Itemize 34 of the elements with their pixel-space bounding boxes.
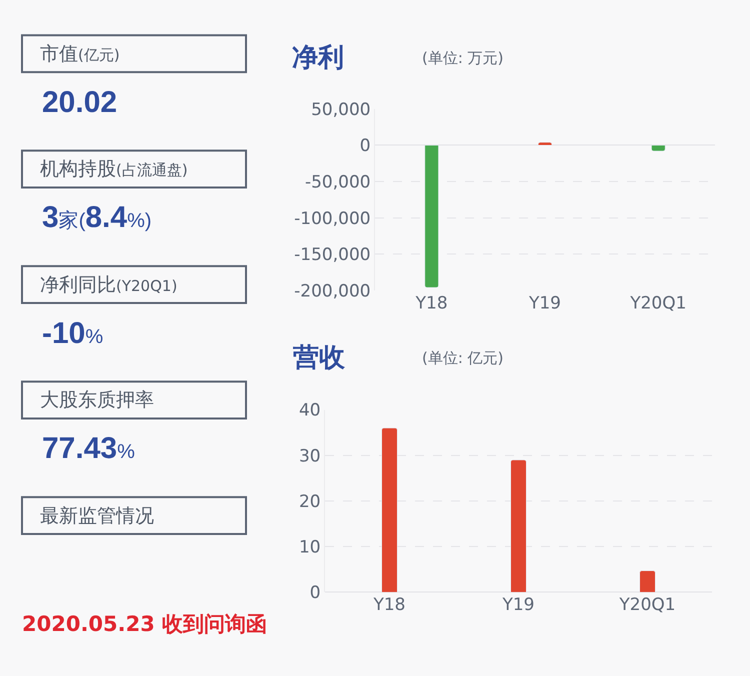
- text: 2020.05.23 收到问询函: [22, 612, 268, 636]
- y-tick-label: 30: [298, 446, 321, 466]
- text: 净利同比(Y20Q1): [40, 274, 178, 296]
- chart-subtitle: (单位: 万元): [422, 49, 504, 67]
- bar: [382, 428, 398, 592]
- text: 20.02: [42, 86, 118, 119]
- y-tick-label: 20: [298, 492, 321, 512]
- y-tick-label: -200,000: [294, 281, 371, 302]
- y-tick-label: 10: [298, 538, 321, 558]
- y-tick-label: 40: [298, 400, 321, 421]
- y-tick-label: -50,000: [304, 172, 371, 192]
- y-tick-label: -150,000: [294, 245, 371, 266]
- y-tick-label: -100,000: [294, 208, 371, 229]
- x-tick-label: Y20Q1: [618, 595, 676, 616]
- x-tick-label: Y19: [501, 595, 535, 616]
- y-tick-label: 0: [310, 583, 321, 604]
- chart-title: 净利: [292, 43, 344, 73]
- chart-subtitle: (单位: 亿元): [422, 349, 504, 367]
- x-tick-label: Y19: [528, 293, 562, 314]
- text: 机构持股(占流通盘): [40, 158, 188, 180]
- text: 大股东质押率: [40, 389, 154, 411]
- x-tick-label: Y18: [414, 293, 448, 314]
- text: -10%: [42, 317, 104, 350]
- y-tick-label: 50,000: [311, 100, 371, 120]
- bar: [510, 460, 526, 592]
- text: 77.43%: [42, 432, 136, 465]
- x-tick-label: Y18: [372, 595, 406, 616]
- x-tick-label: Y20Q1: [629, 293, 686, 314]
- bar: [640, 570, 656, 592]
- text: 市值(亿元): [40, 43, 120, 65]
- y-tick-label: 0: [360, 136, 371, 156]
- chart-title: 营收: [292, 343, 346, 373]
- text: 最新监管情况: [40, 505, 154, 527]
- text: 3家(8.4%): [42, 201, 152, 234]
